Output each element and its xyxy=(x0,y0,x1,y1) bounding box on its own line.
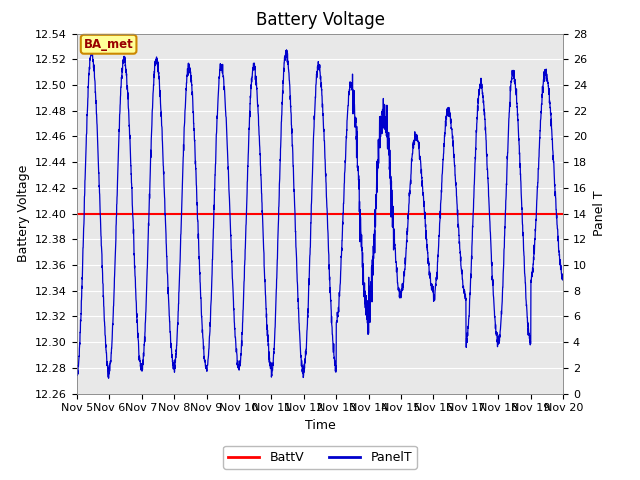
Title: Battery Voltage: Battery Voltage xyxy=(255,11,385,29)
X-axis label: Time: Time xyxy=(305,419,335,432)
Text: BA_met: BA_met xyxy=(84,38,134,51)
Y-axis label: Panel T: Panel T xyxy=(593,191,605,237)
Legend: BattV, PanelT: BattV, PanelT xyxy=(223,446,417,469)
Y-axis label: Battery Voltage: Battery Voltage xyxy=(17,165,29,262)
